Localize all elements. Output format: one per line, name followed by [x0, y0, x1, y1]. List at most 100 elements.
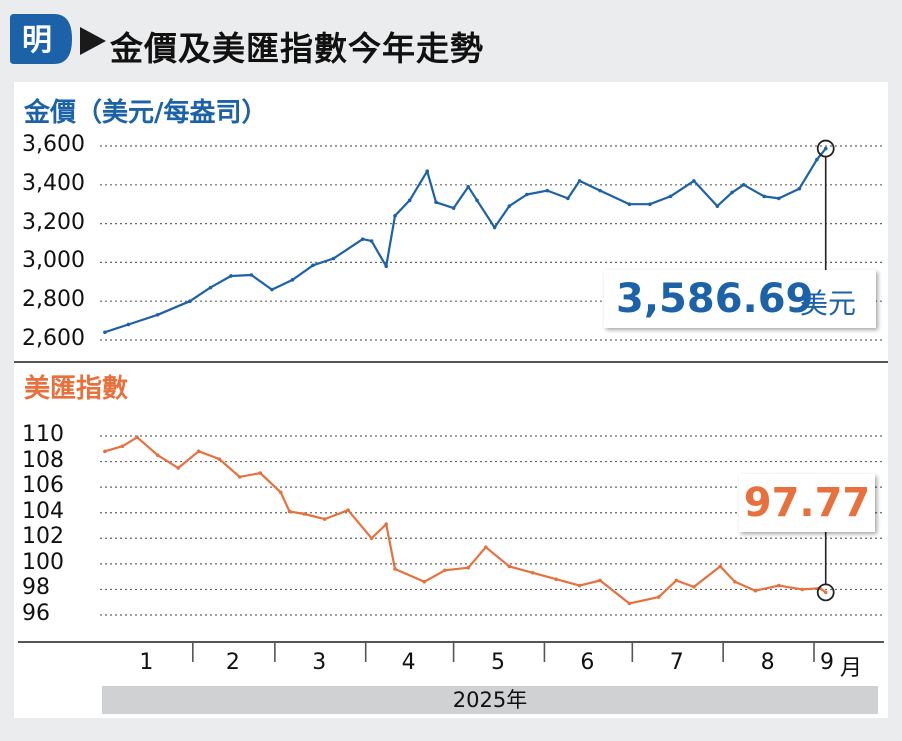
usd-data-point [753, 588, 758, 593]
gold-data-point [103, 330, 107, 335]
gold-data-point [360, 237, 365, 241]
gold-data-point [566, 196, 570, 201]
y-tick-label: 3,400 [22, 170, 85, 196]
gold-data-point [369, 239, 374, 243]
usd-series-line [104, 436, 827, 605]
gold-data-point [270, 287, 274, 292]
gold-data-point [466, 184, 471, 189]
gold-data-point [545, 188, 550, 193]
usd-data-point [627, 601, 632, 606]
x-axis-line [18, 641, 884, 643]
usd-data-point [443, 568, 447, 573]
usd-data-point [258, 471, 263, 475]
usd-data-point [484, 545, 488, 550]
y-tick-label: 2,800 [22, 287, 85, 313]
gold-callout: 3,586.69 美元 [604, 270, 876, 328]
chart-panel [14, 82, 888, 718]
y-tick-label: 3,200 [22, 209, 85, 235]
gold-data-point [407, 198, 412, 203]
usd-data-point [777, 583, 781, 588]
gold-callout-value: 3,586.69 [616, 276, 814, 322]
usd-data-point [466, 565, 471, 570]
y-tick-label: 110 [22, 422, 64, 447]
usd-callout-value: 97.77 [743, 480, 871, 526]
usd-data-point [302, 512, 306, 516]
gold-data-point [126, 322, 131, 327]
usd-data-point [530, 571, 535, 575]
gold-data-point [492, 225, 497, 230]
gold-data-point [715, 204, 720, 208]
y-tick-label: 104 [22, 498, 64, 524]
x-tick-label: 8 [760, 650, 775, 675]
ming-pao-logo: 明 [10, 14, 72, 64]
y-tick-label: 102 [22, 524, 64, 550]
title-arrow-icon [80, 27, 106, 55]
usd-callout: 97.77 [739, 474, 875, 532]
logo-char: 明 [22, 23, 52, 58]
gold-data-point [762, 194, 766, 199]
x-tick-label: 5 [491, 650, 505, 675]
usd-data-point [369, 536, 374, 541]
page-title: 金價及美匯指數今年走勢 [110, 29, 484, 68]
usd-data-point [135, 435, 139, 440]
usd-data-point [217, 457, 221, 461]
gold-data-point [249, 273, 254, 277]
usd-data-point [718, 564, 723, 569]
usd-data-point [823, 590, 828, 595]
usd-data-point [393, 567, 397, 571]
usd-chart-title: 美匯指數 [24, 374, 129, 404]
gold-data-point [331, 256, 336, 261]
header: 明 金價及美匯指數今年走勢 [0, 0, 902, 82]
gold-data-point [598, 188, 602, 193]
gold-data-point [525, 192, 529, 197]
gold-chart-title: 金價（美元/每盎司） [24, 98, 268, 128]
y-tick-label: 96 [22, 601, 50, 626]
gold-data-point [434, 200, 438, 205]
x-tick-label: 7 [669, 650, 684, 675]
gold-series-line [104, 147, 827, 334]
usd-data-point [800, 587, 805, 592]
usd-data-point [554, 577, 558, 581]
usd-data-point [287, 509, 292, 514]
year-label: 2025年 [452, 688, 528, 712]
y-tick-label: 108 [22, 447, 64, 473]
gold-data-point [290, 278, 295, 282]
gold-callout-unit: 美元 [800, 287, 857, 320]
y-tick-label: 3,000 [22, 248, 85, 274]
usd-data-point [322, 517, 327, 521]
usd-data-point [507, 564, 512, 569]
gold-data-point [692, 179, 696, 183]
usd-data-point [598, 578, 602, 583]
x-tick-label: 9 [819, 650, 834, 675]
gold-data-point [384, 264, 389, 269]
gold-data-point [777, 196, 781, 201]
gold-data-point [208, 285, 213, 290]
y-tick-label: 100 [22, 549, 64, 575]
usd-data-point [346, 508, 350, 512]
y-tick-label: 98 [22, 575, 50, 601]
x-tick-label: 3 [312, 650, 327, 675]
usd-data-point [656, 595, 661, 599]
usd-data-point [278, 490, 283, 495]
gold-data-point [507, 204, 512, 208]
gold-data-point [188, 299, 192, 304]
gold-data-point [627, 202, 632, 206]
month-suffix: 月 [839, 656, 862, 681]
gold-data-point [155, 312, 160, 317]
usd-data-point [422, 579, 427, 584]
x-tick-label: 6 [580, 650, 595, 675]
gold-data-point [741, 183, 746, 187]
usd-data-point [384, 522, 389, 527]
usd-data-point [733, 579, 737, 584]
gold-data-point [229, 274, 233, 278]
gold-data-point [797, 186, 802, 191]
usd-data-point [237, 475, 242, 479]
usd-data-point [103, 449, 107, 454]
x-tick-label: 2 [225, 650, 240, 675]
gold-data-point [668, 194, 673, 199]
usd-data-point [196, 449, 201, 454]
gold-data-point [823, 146, 828, 151]
usd-data-point [155, 453, 160, 457]
usd-data-point [692, 585, 696, 589]
